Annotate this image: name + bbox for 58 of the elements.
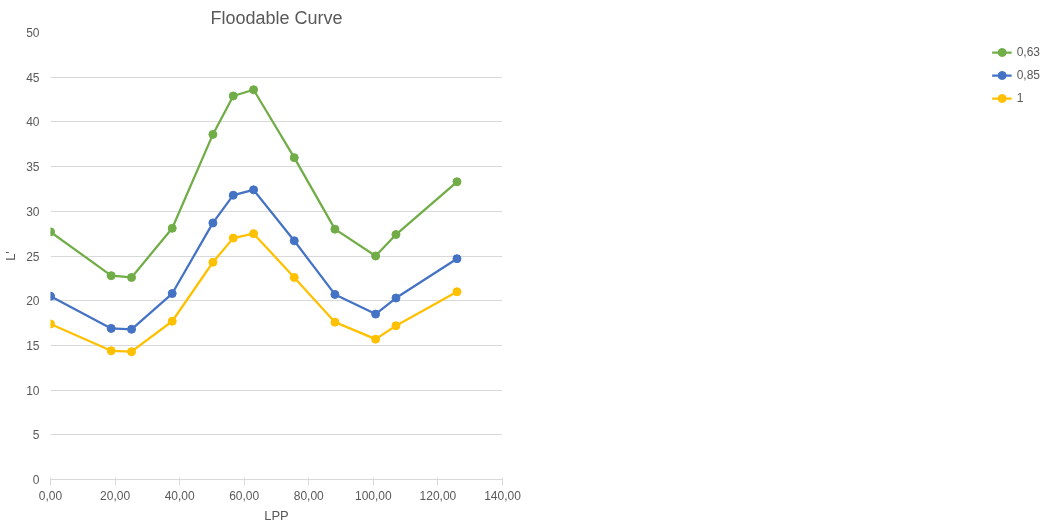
- point: [391, 230, 401, 240]
- point: [289, 236, 299, 246]
- x-tick-label: 140,00: [484, 488, 522, 503]
- point: [228, 91, 238, 101]
- x-tick-label: 120,00: [419, 488, 457, 503]
- point: [249, 229, 259, 239]
- x-tick-label: 100,00: [355, 488, 393, 503]
- point: [127, 324, 137, 334]
- x-tick-label: 80,00: [293, 488, 325, 503]
- point: [106, 323, 116, 333]
- chart-title: Floodable Curve: [210, 7, 343, 28]
- y-tick-label: 10: [26, 383, 40, 398]
- y-tick-label: 0: [32, 473, 40, 487]
- point: [371, 334, 381, 344]
- point: [330, 317, 340, 327]
- x-tick-label: 20,00: [100, 488, 131, 503]
- point: [391, 321, 401, 331]
- point: [330, 289, 340, 299]
- point: [127, 347, 137, 357]
- point: [167, 223, 177, 233]
- x-tick-label: 60,00: [229, 488, 260, 503]
- y-tick-label: 25: [26, 249, 40, 264]
- point: [208, 129, 218, 139]
- point: [249, 185, 259, 195]
- legend-label: 0,85: [1016, 68, 1040, 82]
- x-axis-title: LPP: [264, 507, 289, 523]
- point: [106, 346, 116, 356]
- point: [371, 251, 381, 261]
- y-tick-label: 5: [32, 428, 40, 443]
- legend-label: 0,63: [1016, 45, 1040, 59]
- point: [249, 85, 259, 95]
- point: [208, 218, 218, 228]
- point: [371, 309, 381, 319]
- y-tick-label: 35: [26, 160, 40, 175]
- point: [330, 224, 340, 234]
- point: [167, 316, 177, 326]
- point: [289, 153, 299, 163]
- point: [228, 190, 238, 200]
- point: [391, 293, 401, 303]
- y-tick-label: 50: [26, 26, 40, 40]
- point: [289, 272, 299, 282]
- y-axis-title: L': [3, 251, 19, 261]
- y-tick-label: 15: [26, 338, 40, 353]
- x-tick-label: 0,00: [38, 488, 63, 503]
- point: [452, 177, 462, 187]
- y-tick-label: 45: [26, 70, 40, 85]
- legend-label: 1: [1016, 91, 1025, 105]
- point: [452, 254, 462, 264]
- y-tick-label: 40: [26, 115, 40, 130]
- x-tick-label: 40,00: [164, 488, 195, 503]
- y-tick-label: 20: [26, 294, 40, 309]
- point: [452, 287, 462, 297]
- point: [167, 289, 177, 299]
- point: [208, 257, 218, 267]
- point: [127, 272, 137, 282]
- y-tick-label: 30: [26, 204, 40, 219]
- point: [106, 271, 116, 281]
- point: [228, 233, 238, 243]
